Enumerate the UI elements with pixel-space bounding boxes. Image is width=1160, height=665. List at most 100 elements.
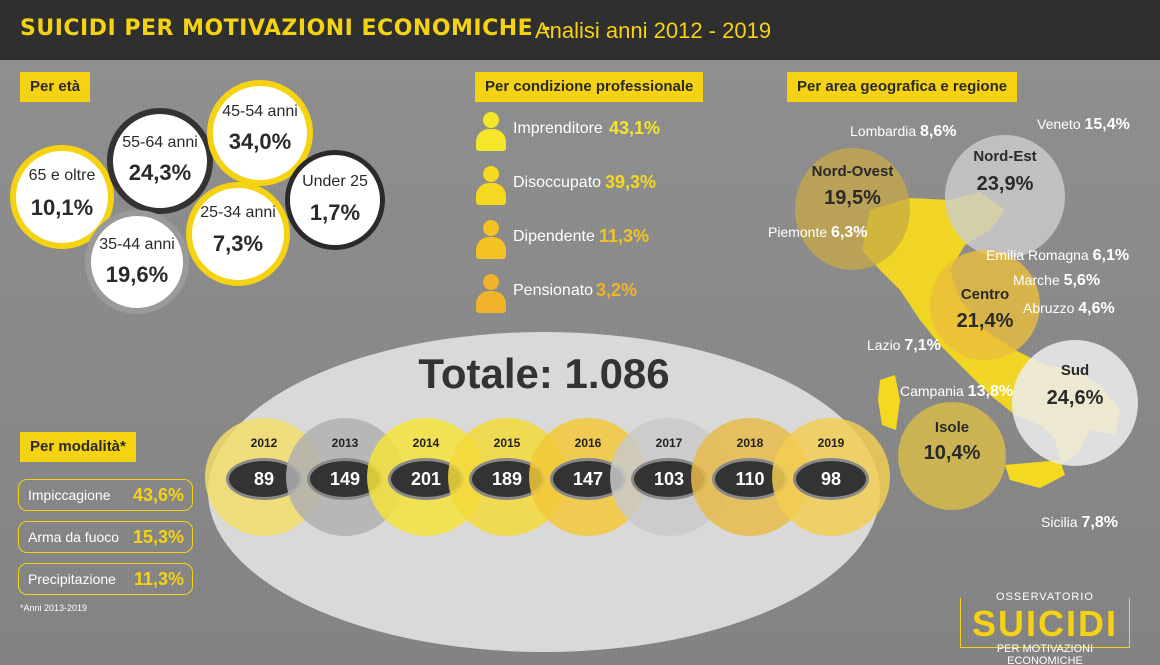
modalita-row-impiccagione: Impiccagione 43,6% — [18, 479, 193, 511]
area-value: 19,5% — [824, 187, 881, 209]
header-bar: SUICIDI PER MOTIVAZIONI ECONOMICHE - Ana… — [0, 0, 1160, 60]
region-value: 6,3% — [831, 224, 868, 241]
age-bubble-55-64: 55-64 anni 24,3% — [107, 108, 213, 214]
modalita-row-precipitazione: Precipitazione 11,3% — [18, 563, 193, 595]
age-value: 10,1% — [30, 195, 94, 220]
region-veneto: Veneto 15,4% — [1037, 116, 1130, 134]
area-nord-est — [945, 135, 1065, 258]
section-tag-eta: Per età — [20, 72, 91, 102]
prof-label: Imprenditore — [513, 120, 603, 137]
region-label: Lazio — [867, 337, 901, 353]
person-icon — [475, 112, 506, 152]
year-label: 2019 — [817, 436, 845, 450]
region-value: 13,8% — [967, 383, 1014, 400]
region-value: 4,6% — [1078, 300, 1115, 317]
prof-label: Dipendente — [513, 228, 595, 245]
year-label: 2015 — [493, 436, 521, 450]
logo-frame — [960, 598, 1130, 648]
region-lazio: Lazio 7,1% — [867, 337, 941, 355]
modalita-value: 15,3% — [132, 527, 184, 547]
region-abruzzo: Abruzzo 4,6% — [1023, 300, 1115, 318]
modalita-label: Precipitazione — [28, 571, 116, 587]
region-label: Lombardia — [850, 123, 917, 139]
person-icon — [475, 220, 506, 260]
section-tag-professione: Per condizione professionale — [475, 72, 704, 102]
age-label: 55-64 anni — [122, 134, 198, 151]
age-value: 24,3% — [128, 160, 192, 185]
prof-label: Disoccupato — [513, 174, 602, 191]
age-value: 1,7% — [309, 200, 361, 225]
year-label: 2018 — [736, 436, 764, 450]
age-bubble-under-25: Under 25 1,7% — [285, 150, 385, 250]
area-centro — [930, 250, 1040, 360]
age-label: 25-34 anni — [200, 204, 276, 221]
age-label: Under 25 — [302, 173, 368, 190]
region-label: Veneto — [1037, 116, 1081, 132]
region-marche: Marche 5,6% — [1013, 272, 1100, 290]
year-label: 2012 — [250, 436, 278, 450]
prof-value: 11,3% — [599, 226, 650, 246]
modalita-value: 43,6% — [132, 485, 184, 505]
region-label: Sicilia — [1041, 514, 1078, 530]
section-tag-modalita: Per modalità* — [20, 432, 136, 462]
logo-main: SUICIDI — [971, 603, 1118, 644]
area-value: 24,6% — [1046, 387, 1104, 409]
area-label: Isole — [934, 419, 970, 436]
region-label: Abruzzo — [1023, 300, 1075, 316]
modalita-label: Impiccagione — [28, 487, 111, 503]
person-icon — [475, 274, 506, 314]
region-label: Campania — [900, 383, 964, 399]
age-value: 34,0% — [228, 129, 292, 154]
region-label: Marche — [1013, 272, 1060, 288]
modalita-value: 11,3% — [133, 569, 184, 589]
area-sud — [1012, 340, 1138, 466]
age-label: 65 e oltre — [28, 167, 96, 184]
age-bubble-25-34: 25-34 anni 7,3% — [186, 182, 290, 286]
region-value: 8,6% — [920, 123, 957, 140]
age-value: 19,6% — [105, 262, 169, 287]
area-label: Nord-Est — [973, 148, 1037, 165]
region-value: 7,8% — [1081, 514, 1118, 531]
page-subtitle: Analisi anni 2012 - 2019 — [535, 18, 772, 43]
area-value: 23,9% — [976, 173, 1034, 195]
age-bubble-35-44: 35-44 anni 19,6% — [85, 210, 189, 314]
modalita-row-arma: Arma da fuoco 15,3% — [18, 521, 193, 553]
age-value: 7,3% — [212, 231, 264, 256]
region-value: 6,1% — [1092, 247, 1130, 264]
age-bubble-65-oltre: 65 e oltre 10,1% — [10, 145, 114, 249]
area-isole — [898, 402, 1006, 510]
region-value: 7,1% — [904, 337, 941, 354]
region-label: Piemonte — [768, 224, 828, 240]
year-value: 98 — [793, 458, 869, 500]
section-tag-geografia: Per area geografica e regione — [787, 72, 1018, 102]
region-value: 15,4% — [1084, 116, 1130, 133]
total-title: Totale: 1.086 — [418, 350, 670, 397]
region-piemonte: Piemonte 6,3% — [768, 224, 868, 242]
area-label: Nord-Ovest — [811, 163, 894, 180]
modalita-label: Arma da fuoco — [28, 529, 120, 545]
prof-value: 39,3% — [605, 172, 657, 192]
prof-value: 3,2% — [596, 280, 638, 300]
area-value: 10,4% — [923, 442, 981, 464]
logo-sub: PER MOTIVAZIONI ECONOMICHE — [996, 643, 1094, 665]
person-icon — [475, 166, 506, 206]
year-label: 2016 — [574, 436, 602, 450]
region-emilia-romagna: Emilia Romagna 6,1% — [986, 247, 1129, 265]
year-label: 2017 — [655, 436, 683, 450]
page-title: SUICIDI PER MOTIVAZIONI ECONOMICHE - — [20, 16, 551, 41]
footnote: *Anni 2013-2019 — [20, 603, 88, 613]
year-label: 2013 — [331, 436, 359, 450]
region-label: Emilia Romagna — [986, 247, 1089, 263]
year-label: 2014 — [412, 436, 440, 450]
region-lombardia: Lombardia 8,6% — [850, 123, 957, 141]
prof-value: 43,1% — [609, 118, 661, 138]
region-value: 5,6% — [1063, 272, 1101, 289]
age-label: 45-54 anni — [222, 103, 298, 120]
prof-label: Pensionato — [513, 282, 594, 299]
area-label: Sud — [1060, 362, 1090, 379]
area-value: 21,4% — [956, 310, 1014, 332]
region-campania: Campania 13,8% — [900, 383, 1013, 401]
area-label: Centro — [960, 286, 1010, 303]
area-nord-ovest — [795, 148, 910, 270]
